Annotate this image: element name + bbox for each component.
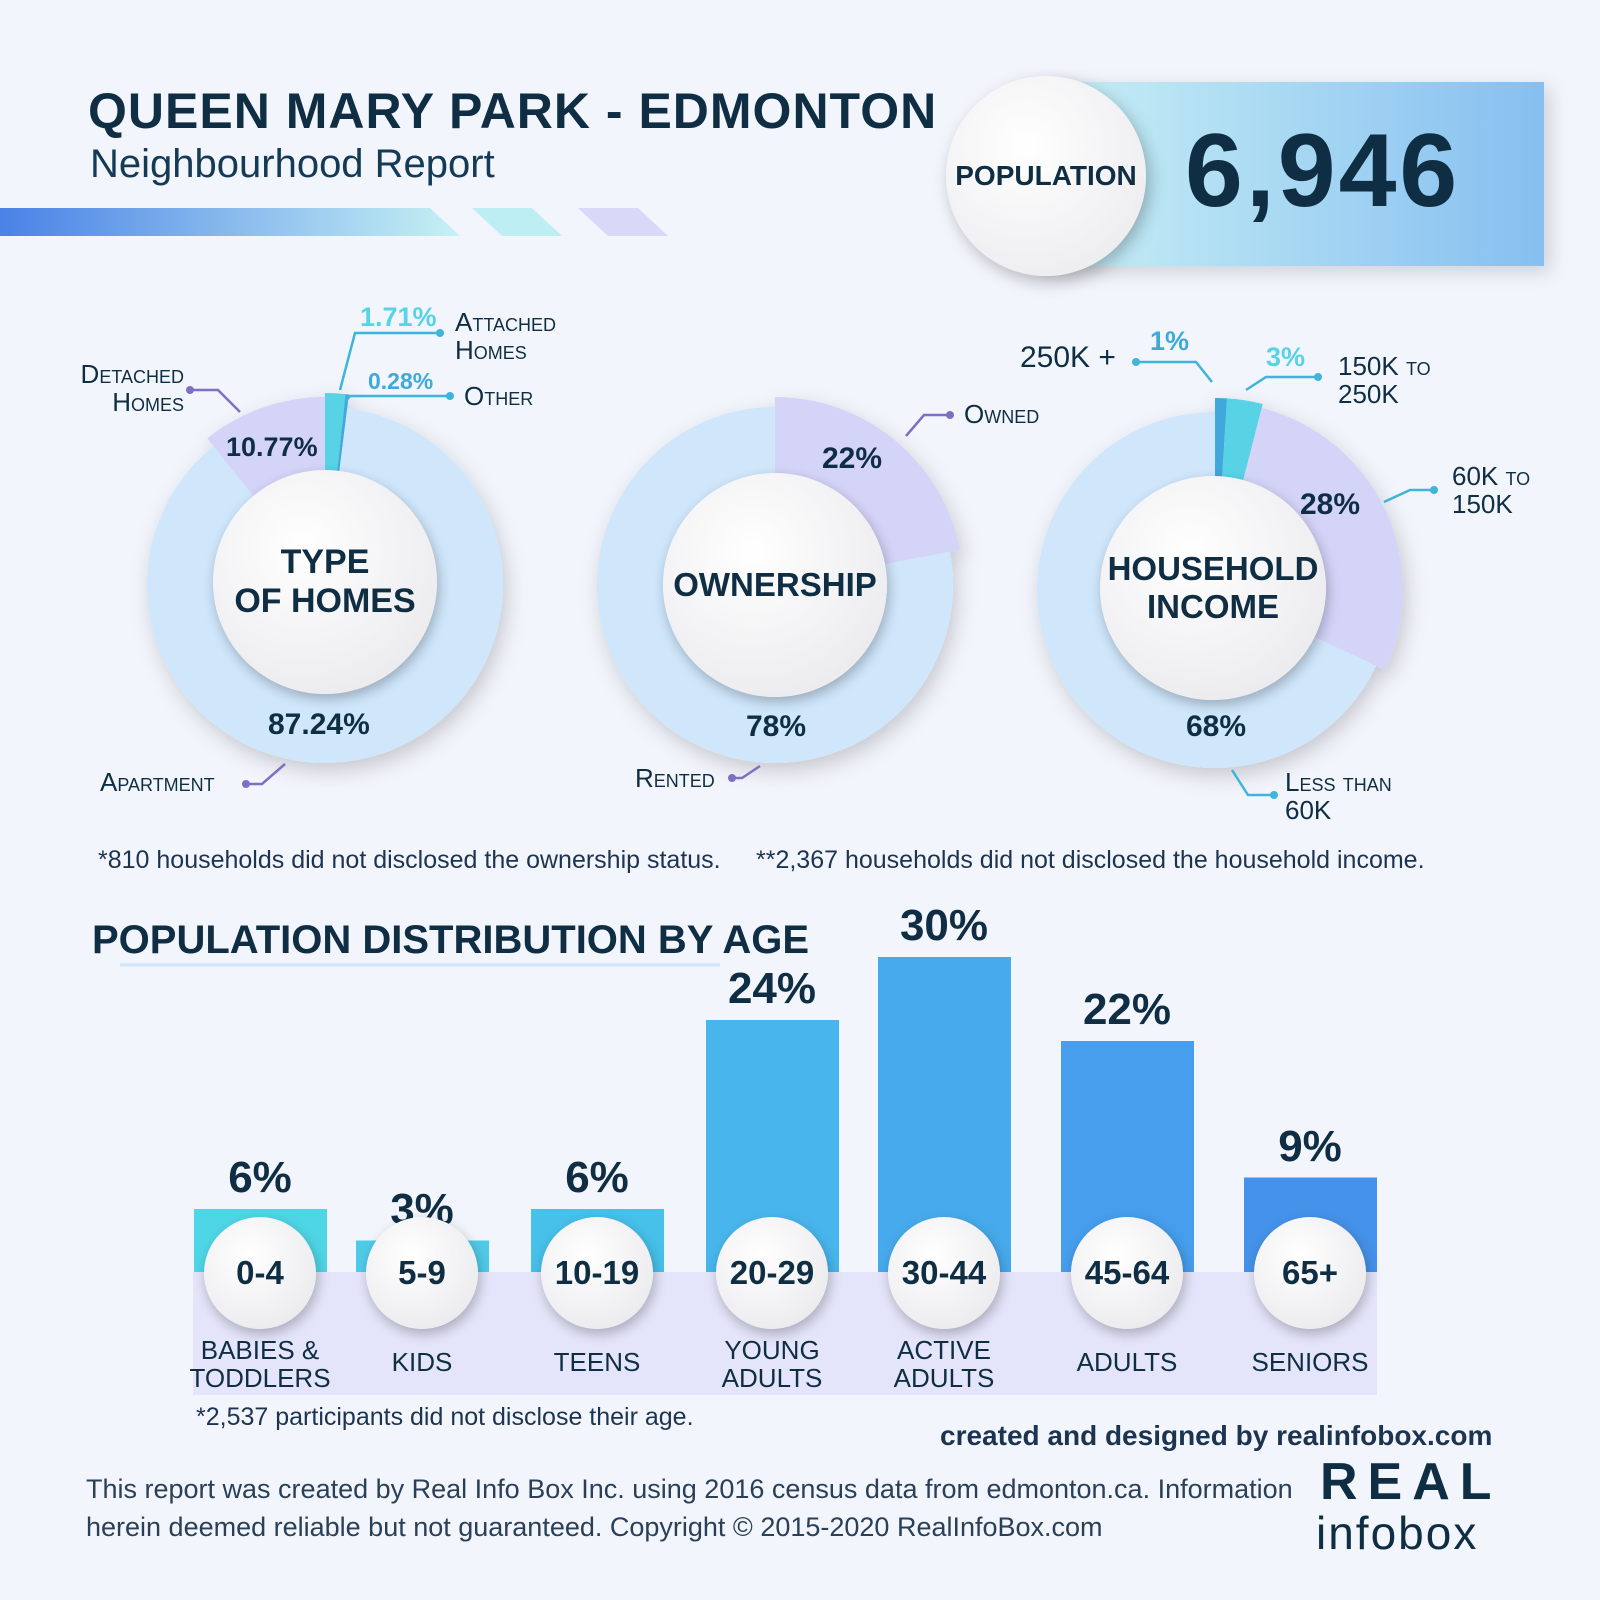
leader-line [338, 331, 440, 391]
leader-line [1136, 360, 1213, 383]
donut-slice-owned [775, 397, 960, 567]
disclaimer-line2: herein deemed reliable but not guarantee… [86, 1512, 1103, 1542]
age-range-badge: 65+ [1254, 1217, 1366, 1329]
page-title: QUEEN MARY PARK - EDMONTON [88, 83, 938, 139]
pct-detached: 10.77% [226, 432, 318, 462]
leader-line [732, 764, 761, 780]
age-bar-label: 24% [727, 964, 817, 1013]
center-line: TYPE [280, 543, 370, 581]
age-group-label: YOUNG ADULTS [721, 1335, 823, 1393]
legend-rented: Rented [635, 763, 715, 793]
legend-apartment: Apartment [100, 767, 215, 797]
pct-rented: 78% [746, 710, 807, 743]
logo-real: REAL [1320, 1453, 1502, 1511]
pct-lt60k: 68% [1186, 710, 1247, 743]
leader-dot [242, 780, 250, 788]
age-range-badge: 20-29 [716, 1217, 828, 1329]
note-income: **2,367 households did not disclosed the… [756, 846, 1425, 874]
decor-stripe [0, 208, 460, 236]
leader-dot [1132, 358, 1140, 366]
pct-150k: 3% [1266, 342, 1306, 372]
legend-owned: Owned [964, 399, 1040, 429]
pct-attached: 1.71% [360, 302, 437, 332]
age-bar-label: 9% [1278, 1121, 1342, 1171]
center-household-income: HOUSEHOLD INCOME [1100, 476, 1326, 700]
credit-text: created and designed by realinfobox.com [940, 1420, 1493, 1451]
age-bar-label: 22% [1082, 985, 1172, 1034]
legend-detached: Detached Homes [80, 359, 184, 417]
pct-owned: 22% [822, 442, 883, 475]
age-group-label: TEENS [553, 1347, 641, 1377]
note-ownership: *810 households did not disclosed the ow… [98, 846, 721, 874]
population-label: POPULATION [946, 76, 1146, 276]
disclaimer-line1: This report was created by Real Info Box… [86, 1474, 1293, 1504]
legend-150k: 150K to 250K [1338, 351, 1431, 409]
donut-slice-150k-to-250k [1221, 398, 1263, 494]
leader-dot [186, 386, 194, 394]
pct-250k: 1% [1150, 326, 1190, 356]
leader-line [1230, 769, 1274, 797]
donut-slice-attached-homes [325, 393, 346, 486]
pct-60k: 28% [1300, 488, 1361, 521]
center-line: INCOME [1147, 588, 1279, 625]
leader-dot [728, 774, 736, 782]
age-group-label: ADULTS [1076, 1347, 1178, 1377]
note-age: *2,537 participants did not disclose the… [196, 1403, 694, 1431]
age-bar-label: 6% [565, 1153, 629, 1202]
age-range-badge: 10-19 [541, 1217, 653, 1329]
population-value: 6,946 [1185, 113, 1461, 229]
donut-2 [1037, 398, 1403, 768]
leader-line [190, 388, 241, 413]
center-line: OWNERSHIP [673, 566, 877, 603]
page-subtitle: Neighbourhood Report [90, 142, 495, 186]
age-range-badge: 30-44 [888, 1217, 1000, 1329]
legend-lt60k: Less than 60K [1285, 767, 1392, 825]
leader-dot [1430, 486, 1438, 494]
leader-line [1245, 375, 1318, 392]
center-line: HOUSEHOLD [1107, 550, 1319, 587]
leader-line [344, 394, 450, 403]
logo-infobox: infobox [1316, 1507, 1479, 1559]
leader-line [246, 763, 286, 786]
donut-slice-250k- [1215, 398, 1228, 491]
center-line: OF HOMES [234, 582, 416, 620]
legend-other: Other [464, 381, 534, 411]
age-range-badge: 0-4 [204, 1217, 316, 1329]
donut-slice-apartment [147, 408, 504, 763]
age-bar-label: 6% [228, 1153, 292, 1202]
leader-line [1383, 488, 1434, 504]
age-chart-title: POPULATION DISTRIBUTION BY AGE [92, 918, 810, 962]
leader-dot [446, 392, 454, 400]
donut-slice-less-than-60k [1037, 412, 1377, 768]
age-group-label: SENIORS [1251, 1347, 1369, 1377]
leader-line [905, 413, 950, 437]
leader-dot [1270, 791, 1278, 799]
age-group-label: BABIES & TODDLERS [189, 1335, 331, 1393]
pct-other: 0.28% [368, 368, 434, 394]
age-bar-label: 30% [899, 901, 989, 950]
donut-slice-rented [597, 407, 953, 764]
legend-60k: 60K to 150K [1452, 461, 1531, 519]
leader-dot [436, 329, 444, 337]
donut-0 [147, 393, 504, 763]
age-range-badge: 45-64 [1071, 1217, 1183, 1329]
age-group-label: KIDS [391, 1347, 453, 1377]
legend-attached: Attached Homes [455, 307, 557, 365]
legend-250k: 250K + [1020, 341, 1116, 374]
age-group-label: ACTIVE ADULTS [893, 1335, 995, 1393]
donut-slice-60k-to-150k [1239, 407, 1403, 671]
leader-dot [946, 411, 954, 419]
pct-apartment: 87.24% [268, 708, 370, 741]
donut-slice-other [335, 394, 349, 486]
center-type-of-homes: TYPE OF HOMES [213, 470, 437, 694]
donut-1 [597, 397, 960, 764]
age-range-badge: 5-9 [366, 1217, 478, 1329]
center-ownership: OWNERSHIP [663, 473, 887, 697]
leader-dot [1314, 373, 1322, 381]
